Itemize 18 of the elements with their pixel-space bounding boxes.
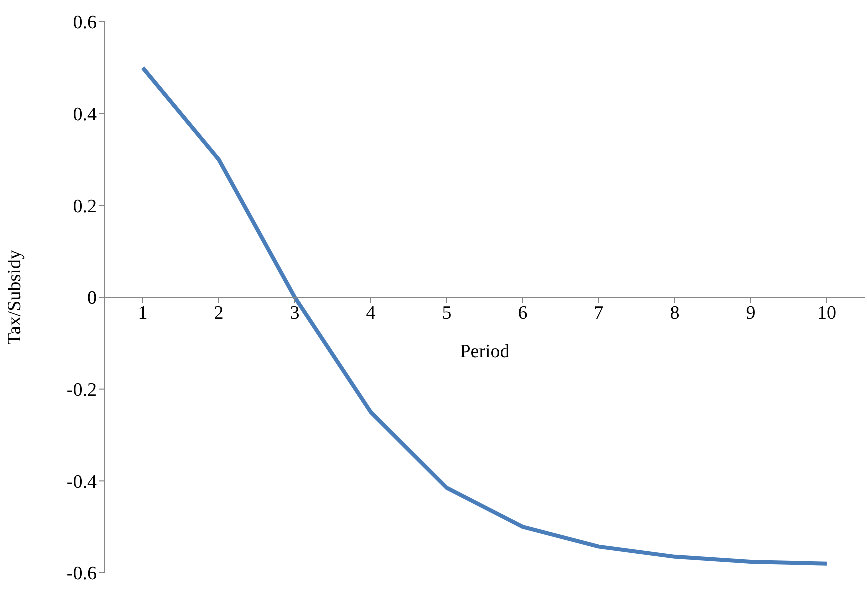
x-tick-label: 9 bbox=[746, 302, 756, 324]
y-tick-label: 0.2 bbox=[73, 196, 97, 218]
y-tick-label: -0.4 bbox=[66, 472, 98, 493]
x-tick-label: 8 bbox=[670, 302, 680, 324]
y-tick-label: 0 bbox=[88, 288, 97, 310]
x-tick-label: 3 bbox=[290, 302, 300, 324]
x-tick-label: 6 bbox=[518, 302, 528, 324]
x-tick-label: 10 bbox=[818, 302, 836, 324]
x-axis-title: Period bbox=[460, 342, 510, 362]
y-tick-label: 0.4 bbox=[73, 104, 98, 126]
x-tick-label: 7 bbox=[594, 302, 604, 324]
x-tick-label: 1 bbox=[138, 302, 148, 324]
y-tick-label: -0.6 bbox=[66, 564, 97, 585]
x-tick-label: 4 bbox=[366, 302, 376, 324]
x-tick-label: 5 bbox=[442, 302, 452, 324]
x-tick-label: 2 bbox=[214, 302, 224, 324]
y-tick-label: 0.6 bbox=[73, 12, 97, 34]
y-tick-label: -0.2 bbox=[66, 380, 97, 402]
